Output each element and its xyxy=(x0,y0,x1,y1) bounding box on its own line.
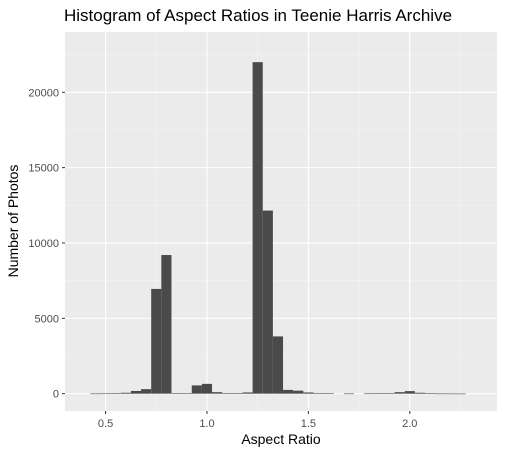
histogram-bar xyxy=(414,392,425,394)
histogram-bar xyxy=(343,393,355,395)
histogram-bar xyxy=(394,392,405,394)
y-tick-label: 0 xyxy=(53,389,59,401)
histogram-bar xyxy=(181,393,192,394)
histogram-bar xyxy=(455,393,466,395)
histogram-bar xyxy=(110,393,121,394)
y-tick-label: 20000 xyxy=(28,87,59,99)
y-tick-label: 15000 xyxy=(28,163,59,175)
x-tick-label: 2.0 xyxy=(402,418,417,430)
histogram-bar xyxy=(303,392,314,394)
histogram-bar xyxy=(232,393,243,394)
x-axis-title: Aspect Ratio xyxy=(241,431,321,447)
histogram-bar xyxy=(252,62,263,394)
x-axis: 0.5 1.0 1.5 2.0 xyxy=(98,411,417,430)
histogram-bar xyxy=(425,393,436,394)
histogram-bar xyxy=(242,392,253,394)
histogram-bar xyxy=(323,393,334,394)
histogram-bar xyxy=(435,393,446,395)
histogram-bar xyxy=(151,288,162,394)
histogram-bar xyxy=(191,385,202,394)
x-tick-label: 1.0 xyxy=(199,418,214,430)
y-tick-label: 10000 xyxy=(28,238,59,250)
y-tick-label: 5000 xyxy=(35,313,59,325)
histogram-bar xyxy=(404,391,415,394)
histogram-bar xyxy=(100,393,111,395)
y-axis: 0 5000 10000 15000 20000 xyxy=(28,87,65,401)
chart-title: Histogram of Aspect Ratios in Teenie Har… xyxy=(64,6,452,25)
histogram-bar xyxy=(272,336,284,394)
histogram-bar xyxy=(171,393,182,394)
histogram-bar xyxy=(364,393,375,395)
histogram-bars xyxy=(90,62,466,395)
histogram-bar xyxy=(161,255,172,394)
histogram-bar xyxy=(283,389,294,394)
histogram-bar xyxy=(445,393,456,395)
histogram-bar xyxy=(222,393,233,394)
histogram-bar xyxy=(293,390,304,394)
histogram-bar xyxy=(212,392,223,394)
histogram-bar xyxy=(130,390,142,394)
histogram-bar xyxy=(262,210,273,394)
histogram-bar xyxy=(313,393,324,394)
x-tick-label: 0.5 xyxy=(98,418,113,430)
histogram-bar xyxy=(201,383,213,394)
x-tick-label: 1.5 xyxy=(301,418,316,430)
y-axis-title: Number of Photos xyxy=(5,165,21,278)
histogram-bar xyxy=(384,393,395,394)
histogram-bar xyxy=(141,389,152,394)
histogram-bar xyxy=(120,392,131,394)
histogram-bar xyxy=(90,393,101,395)
histogram-bar xyxy=(374,393,385,394)
